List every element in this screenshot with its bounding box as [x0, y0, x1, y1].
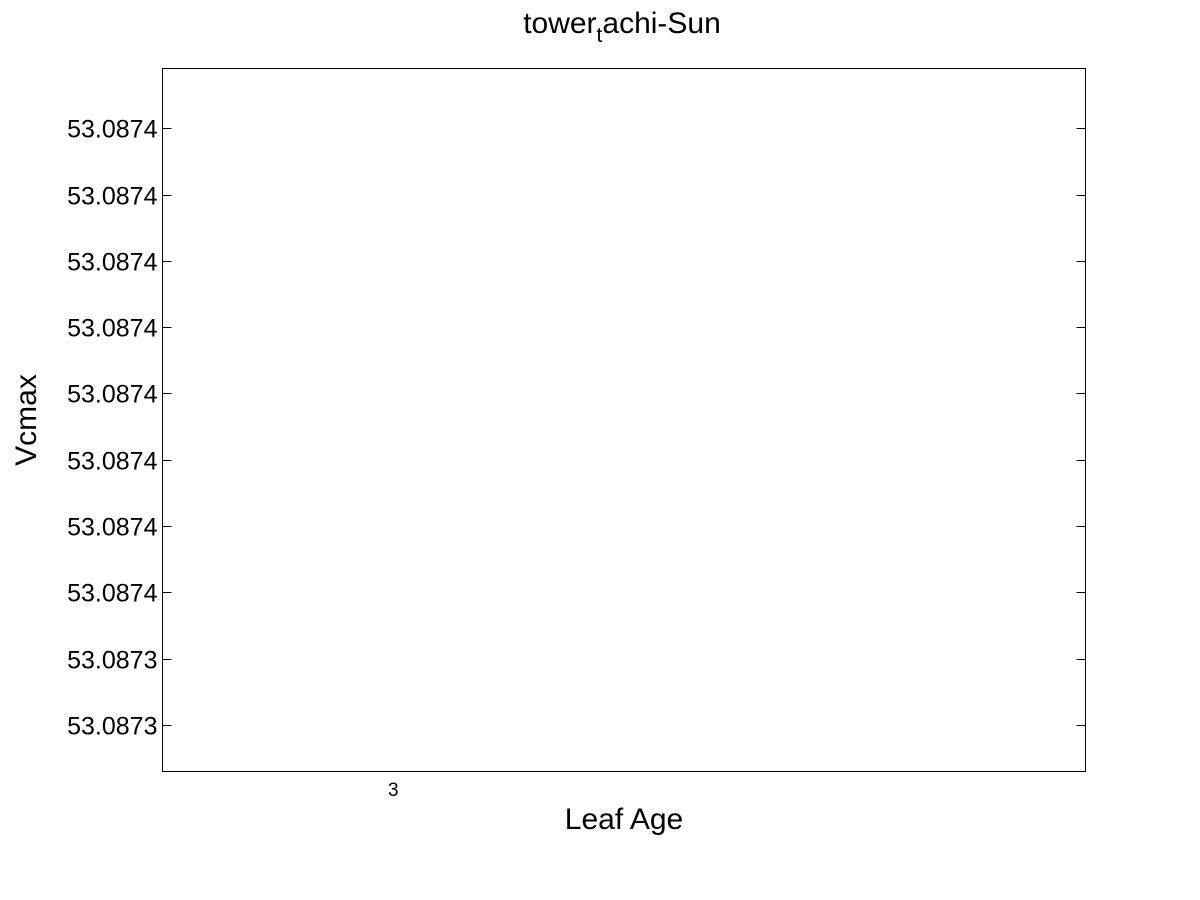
y-tick-label: 53.0874 [67, 116, 157, 144]
y-axis-label: Vcmax [10, 374, 43, 466]
chart-title-subscript: t [597, 24, 603, 47]
chart-title: towertachi-Sun [523, 7, 721, 47]
y-tick-label: 53.0873 [67, 647, 157, 675]
y-tick-label: 53.0874 [67, 249, 157, 277]
x-tick-label: 3 [388, 780, 399, 801]
y-tick-label: 53.0874 [67, 183, 157, 211]
x-axis-label: Leaf Age [565, 803, 683, 836]
chart-title-main: tower [523, 7, 596, 40]
y-tick-label: 53.0874 [67, 315, 157, 343]
y-tick-label: 53.0874 [67, 448, 157, 476]
y-tick-label: 53.0874 [67, 514, 157, 542]
y-tick-label: 53.0874 [67, 381, 157, 409]
y-axis: 53.0874 53.0874 53.0874 53.0874 53.0874 53.08… [67, 116, 1086, 741]
x-axis: 3 [388, 780, 399, 801]
y-tick-label: 53.0873 [67, 713, 157, 741]
y-tick-label: 53.0874 [67, 580, 157, 608]
chart-title-rest: achi-Sun [602, 7, 720, 40]
plot-area [162, 68, 1086, 772]
